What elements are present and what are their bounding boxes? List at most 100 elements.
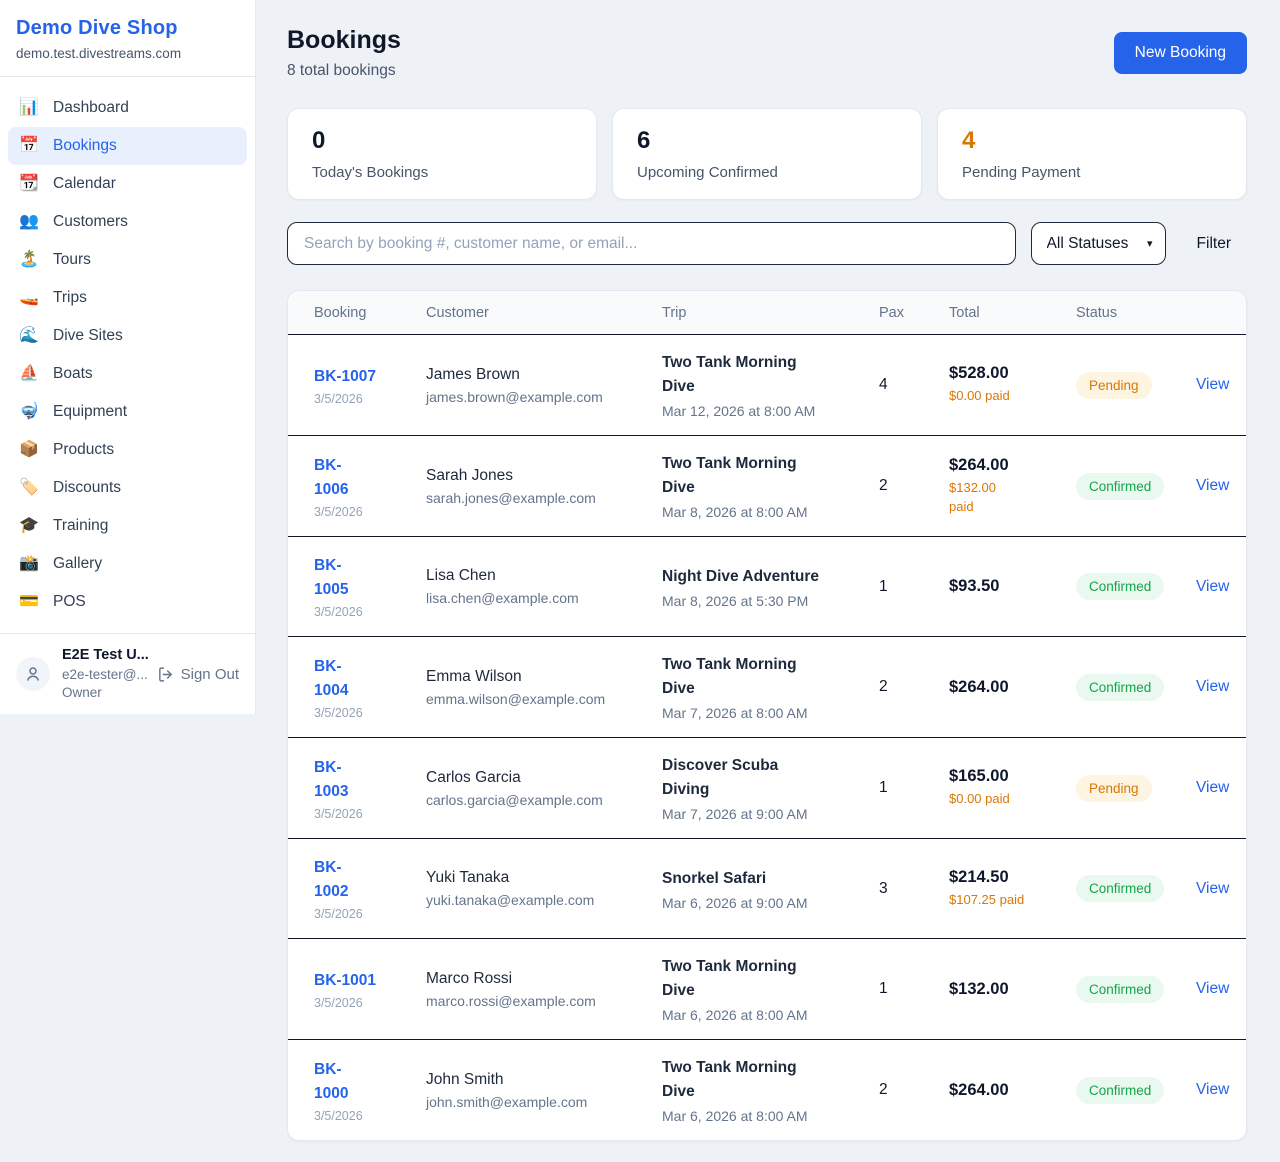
sidebar-item-dive-sites[interactable]: 🌊 Dive Sites — [8, 317, 247, 355]
trip-name: Two Tank Morning Dive — [662, 958, 797, 1000]
bar-chart-icon: 📊 — [19, 99, 39, 116]
stat-value: 0 — [312, 127, 326, 154]
status-cell: Confirmed — [1076, 1076, 1196, 1104]
main-content: Bookings 8 total bookings New Booking 0 … — [256, 0, 1280, 1142]
booking-id-link[interactable]: BK- 1005 — [314, 557, 349, 599]
sidebar-item-bookings[interactable]: 📅 Bookings — [8, 127, 247, 165]
brand-name: Demo Dive Shop — [16, 17, 178, 39]
view-link[interactable]: View — [1196, 980, 1230, 998]
total-cell: $264.00 $132.00 paid — [949, 456, 1076, 517]
stat-card: 6 Upcoming Confirmed — [612, 108, 922, 200]
trip-name: Two Tank Morning Dive — [662, 455, 797, 497]
actions-cell: View — [1196, 678, 1246, 696]
booking-id-link[interactable]: BK- 1002 — [314, 859, 349, 901]
sidebar-panel: Demo Dive Shop demo.test.divestreams.com… — [0, 0, 256, 714]
sidebar-item-products[interactable]: 📦 Products — [8, 431, 247, 469]
sidebar-item-calendar[interactable]: 📆 Calendar — [8, 165, 247, 203]
table-row: BK- 1003 3/5/2026 Carlos Garcia carlos.g… — [288, 737, 1246, 838]
paid-amount: $0.00 paid — [949, 388, 1010, 404]
people-icon: 👥 — [19, 213, 39, 230]
booking-date: 3/5/2026 — [314, 605, 363, 620]
total-cell: $264.00 — [949, 1081, 1076, 1100]
table-row: BK-1007 3/5/2026 James Brown james.brown… — [288, 335, 1246, 435]
sidebar-item-pos[interactable]: 💳 POS — [8, 583, 247, 621]
booking-cell: BK- 1003 3/5/2026 — [314, 756, 426, 821]
customer-name: Carlos Garcia — [426, 768, 521, 786]
booking-id-link[interactable]: BK- 1004 — [314, 657, 349, 699]
sidebar-item-customers[interactable]: 👥 Customers — [8, 203, 247, 241]
booking-id-link[interactable]: BK-1001 — [314, 971, 377, 989]
view-link[interactable]: View — [1196, 678, 1230, 696]
diving-mask-icon: 🤿 — [19, 403, 39, 420]
customer-name: Sarah Jones — [426, 466, 514, 484]
avatar — [16, 657, 50, 691]
trip-datetime: Mar 7, 2026 at 9:00 AM — [662, 806, 808, 823]
sidebar-item-tours[interactable]: 🏝️ Tours — [8, 241, 247, 279]
column-header-trip: Trip — [662, 304, 687, 321]
trip-name: Two Tank Morning Dive — [662, 656, 797, 698]
trip-datetime: Mar 6, 2026 at 8:00 AM — [662, 1007, 808, 1024]
trip-cell: Two Tank Morning Dive Mar 6, 2026 at 8:0… — [662, 1056, 879, 1124]
column-header-status: Status — [1076, 304, 1118, 321]
table-row: BK- 1002 3/5/2026 Yuki Tanaka yuki.tanak… — [288, 838, 1246, 938]
actions-cell: View — [1196, 578, 1246, 596]
sidebar-item-gallery[interactable]: 📸 Gallery — [8, 545, 247, 583]
status-cell: Confirmed — [1076, 573, 1196, 601]
customer-email: james.brown@example.com — [426, 388, 603, 405]
status-cell: Confirmed — [1076, 673, 1196, 701]
view-link[interactable]: View — [1196, 376, 1230, 394]
booking-id-link[interactable]: BK- 1000 — [314, 1060, 349, 1102]
pax-value: 1 — [879, 577, 888, 595]
trip-cell: Two Tank Morning Dive Mar 8, 2026 at 8:0… — [662, 452, 879, 520]
sidebar-item-boats[interactable]: ⛵ Boats — [8, 355, 247, 393]
view-link[interactable]: View — [1196, 577, 1230, 595]
filter-button[interactable]: Filter — [1181, 222, 1247, 265]
sidebar-item-training[interactable]: 🎓 Training — [8, 507, 247, 545]
view-link[interactable]: View — [1196, 1081, 1230, 1099]
stat-value: 6 — [637, 127, 651, 154]
graduation-cap-icon: 🎓 — [19, 517, 39, 534]
view-link[interactable]: View — [1196, 879, 1230, 897]
stat-value: 4 — [962, 127, 976, 154]
trip-datetime: Mar 6, 2026 at 8:00 AM — [662, 1108, 808, 1125]
view-link[interactable]: View — [1196, 477, 1230, 495]
sidebar-item-trips[interactable]: 🚤 Trips — [8, 279, 247, 317]
search-input[interactable] — [287, 222, 1016, 265]
page-subtitle: 8 total bookings — [287, 62, 396, 79]
sidebar-item-label: Boats — [53, 365, 93, 382]
sign-out-button[interactable]: Sign Out — [157, 666, 239, 683]
sidebar-item-label: Discounts — [53, 479, 122, 496]
view-link[interactable]: View — [1196, 779, 1230, 797]
sidebar-item-label: Dashboard — [53, 99, 129, 116]
trip-cell: Two Tank Morning Dive Mar 6, 2026 at 8:0… — [662, 955, 879, 1023]
customer-email: sarah.jones@example.com — [426, 489, 596, 506]
customer-cell: Emma Wilson emma.wilson@example.com — [426, 668, 662, 707]
trip-datetime: Mar 7, 2026 at 8:00 AM — [662, 705, 808, 722]
total-amount: $165.00 — [949, 767, 1009, 786]
brand-domain: demo.test.divestreams.com — [16, 46, 182, 61]
trip-cell: Night Dive Adventure Mar 8, 2026 at 5:30… — [662, 565, 879, 609]
sign-out-icon — [158, 666, 172, 682]
booking-id-link[interactable]: BK- 1006 — [314, 456, 349, 498]
new-booking-button[interactable]: New Booking — [1113, 32, 1247, 74]
booking-id-link[interactable]: BK-1007 — [314, 367, 377, 385]
status-badge: Confirmed — [1076, 573, 1165, 601]
trip-name: Night Dive Adventure — [662, 567, 820, 585]
customer-cell: John Smith john.smith@example.com — [426, 1071, 662, 1110]
paid-amount: $132.00 paid — [949, 479, 996, 514]
user-info: E2E Test U... e2e-tester@... Owner — [62, 646, 149, 702]
table-row: BK- 1005 3/5/2026 Lisa Chen lisa.chen@ex… — [288, 536, 1246, 636]
sidebar-item-dashboard[interactable]: 📊 Dashboard — [8, 89, 247, 127]
sidebar-item-equipment[interactable]: 🤿 Equipment — [8, 393, 247, 431]
total-cell: $132.00 — [949, 980, 1076, 999]
sidebar-item-discounts[interactable]: 🏷️ Discounts — [8, 469, 247, 507]
status-badge: Confirmed — [1076, 472, 1165, 500]
total-amount: $264.00 — [949, 455, 1009, 474]
status-filter-select[interactable]: All Statuses — [1030, 222, 1166, 265]
total-cell: $214.50 $107.25 paid — [949, 868, 1076, 910]
package-icon: 📦 — [19, 441, 39, 458]
booking-id-link[interactable]: BK- 1003 — [314, 758, 349, 800]
calendar-date-icon: 📅 — [19, 137, 39, 154]
stat-card: 0 Today's Bookings — [287, 108, 597, 200]
customer-email: lisa.chen@example.com — [426, 590, 579, 607]
